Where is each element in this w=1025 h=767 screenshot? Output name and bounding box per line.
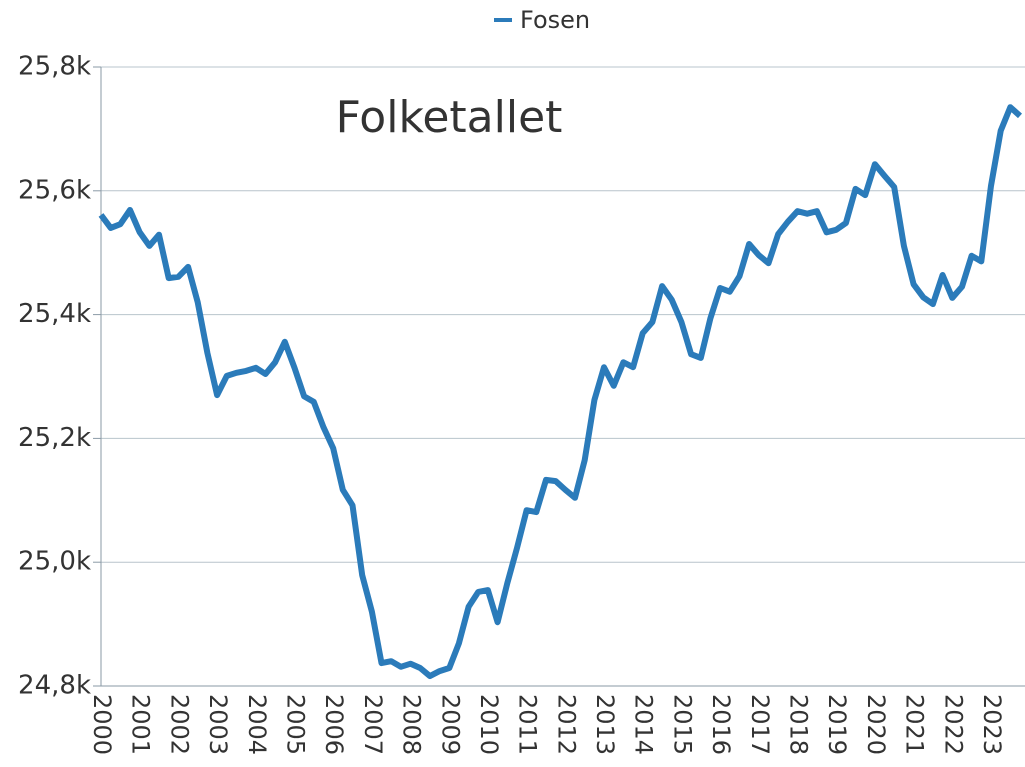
y-tick-label: 25,2k <box>18 423 91 453</box>
x-tick-label: 2019 <box>823 694 851 755</box>
x-tick-label: 2003 <box>204 694 232 755</box>
x-tick-label: 2009 <box>436 694 464 755</box>
y-tick-label: 24,8k <box>18 671 91 701</box>
y-tick-label: 25,8k <box>18 52 91 82</box>
x-tick-label: 2001 <box>127 694 155 755</box>
x-tick-label: 2010 <box>475 694 503 755</box>
x-tick-label: 2002 <box>165 694 193 755</box>
x-tick-label: 2015 <box>668 694 696 755</box>
x-tick-label: 2005 <box>281 694 309 755</box>
x-tick-label: 2016 <box>707 694 735 755</box>
x-tick-label: 2014 <box>630 694 658 755</box>
x-tick-label: 2008 <box>398 694 426 755</box>
x-tick-label: 2023 <box>978 694 1006 755</box>
x-tick-label: 2022 <box>939 694 967 755</box>
legend-label: Fosen <box>520 6 590 34</box>
x-tick-label: 2006 <box>320 694 348 755</box>
x-tick-label: 2000 <box>88 694 116 755</box>
y-tick-label: 25,6k <box>18 175 91 205</box>
x-tick-label: 2017 <box>746 694 774 755</box>
data-line <box>98 104 1023 680</box>
x-tick-label: 2011 <box>514 694 542 755</box>
x-tick-label: 2012 <box>552 694 580 755</box>
x-tick-label: 2021 <box>901 694 929 755</box>
y-tick-label: 25,0k <box>18 547 91 577</box>
y-tick-label: 25,4k <box>18 299 91 329</box>
x-tick-label: 2018 <box>785 694 813 755</box>
chart-title: Folketallet <box>336 92 563 143</box>
x-tick-label: 2004 <box>243 694 271 755</box>
x-tick-label: 2020 <box>862 694 890 755</box>
x-tick-label: 2013 <box>591 694 619 755</box>
x-tick-label: 2007 <box>359 694 387 755</box>
